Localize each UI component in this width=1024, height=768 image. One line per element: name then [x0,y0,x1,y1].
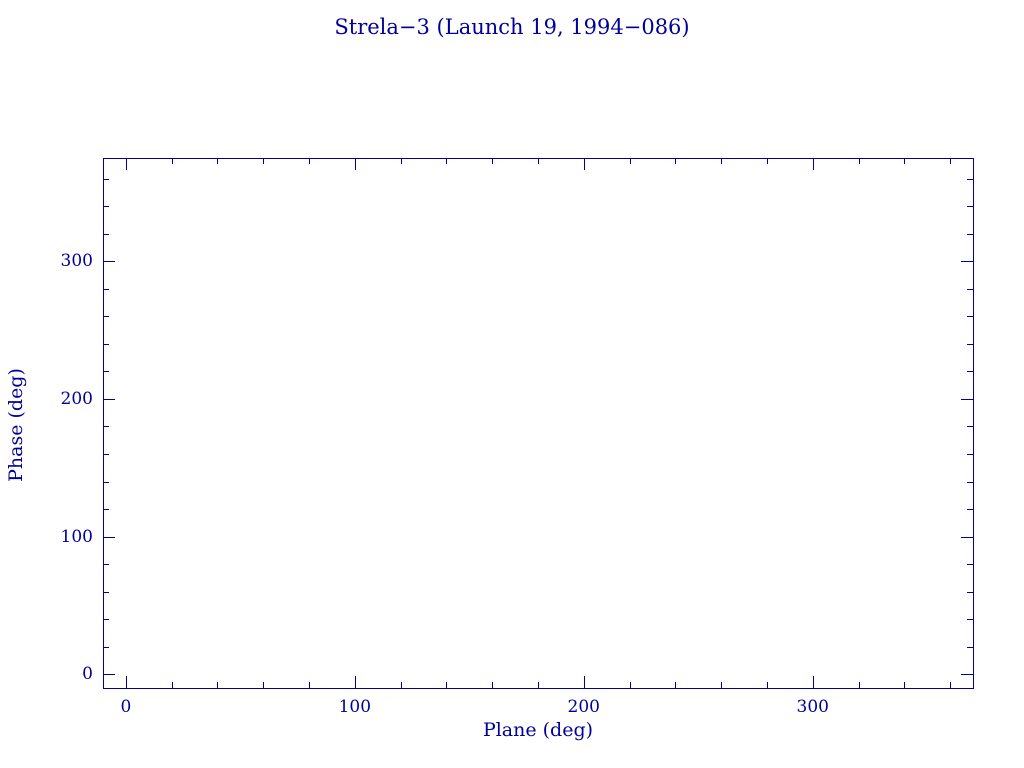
x-axis-label: Plane (deg) [482,719,594,741]
axes-frame [103,158,974,689]
chart-title: Strela−3 (Launch 19, 1994−086) [334,15,690,39]
x-tick-label: 0 [120,697,132,717]
y-tick-label: 100 [60,526,93,547]
x-tick-label: 100 [338,697,372,717]
x-tick-label: 300 [796,697,829,717]
y-tick-label: 300 [60,251,93,272]
x-tick-label: 200 [567,697,600,717]
y-tick-label: 200 [60,388,93,409]
y-tick-label: 0 [82,664,93,685]
